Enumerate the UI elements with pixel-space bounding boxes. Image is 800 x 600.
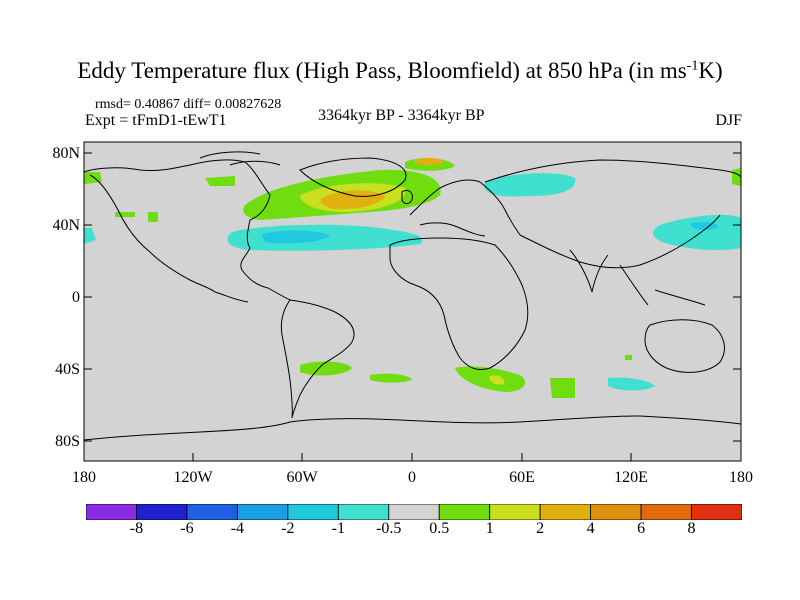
- lon-label-120e: 120E: [614, 469, 648, 486]
- colorbar-swatch: [136, 504, 188, 520]
- patch-south-pac-2: [370, 373, 412, 383]
- coast-australia: [644, 319, 725, 373]
- lon-label-180w: 180: [72, 469, 96, 486]
- colorbar-label: 4: [586, 520, 595, 537]
- colorbar: [86, 504, 742, 520]
- coast-europe: [409, 179, 521, 237]
- patch-pacific-neg: [653, 214, 741, 251]
- coastlines: [83, 151, 742, 441]
- lat-label-40s: 40S: [55, 361, 80, 378]
- lat-axis: [84, 152, 741, 442]
- colorbar-swatch: [489, 504, 541, 520]
- colorbar-label: 1: [485, 520, 494, 537]
- patch-natl-neg-core: [262, 230, 330, 244]
- lon-label-0: 0: [408, 469, 416, 486]
- colorbar-swatch: [640, 504, 692, 520]
- patch-small-3: [205, 176, 235, 186]
- colorbar-label: -6: [180, 520, 194, 537]
- coast-india: [569, 249, 609, 293]
- colorbar-swatch: [691, 504, 742, 520]
- lat-label-80s: 80S: [55, 433, 80, 450]
- patch-east-asia: [732, 168, 741, 186]
- lat-label-0: 0: [72, 289, 80, 306]
- patch-south-atl-core: [489, 375, 505, 385]
- colorbar-label: -8: [129, 520, 144, 537]
- experiment-label: Expt = tFmD1-tEwT1: [85, 112, 227, 129]
- coast-north-america: [83, 159, 291, 303]
- patch-west-pac: [84, 228, 96, 244]
- period-label: 3364kyr BP - 3364kyr BP: [318, 107, 485, 124]
- colorbar-swatch: [86, 504, 137, 520]
- colorbar-label: -0.5: [376, 520, 402, 537]
- colorbar-label: 6: [637, 520, 646, 537]
- lat-label-40n: 40N: [52, 217, 80, 234]
- chart-title: Eddy Temperature flux (High Pass, Bloomf…: [77, 58, 723, 83]
- colorbar-label: -2: [281, 520, 295, 537]
- colorbar-swatch: [388, 504, 440, 520]
- patch-small-2: [115, 212, 135, 217]
- patch-south-ind-neg: [608, 377, 655, 391]
- colorbar-label: 8: [687, 520, 696, 537]
- patch-europe-neg: [484, 173, 576, 197]
- lon-label-60w: 60W: [286, 469, 318, 486]
- colorbar-swatch: [539, 504, 592, 520]
- colorbar-label: 2: [536, 520, 545, 537]
- colorbar-swatch: [438, 504, 491, 520]
- coast-africa: [389, 237, 529, 371]
- coast-south-america: [280, 299, 355, 419]
- anomaly-patches: [84, 157, 741, 398]
- colorbar-label: 0.5: [429, 520, 450, 537]
- colorbar-swatch: [236, 504, 289, 520]
- patch-south-ind: [550, 378, 575, 398]
- colorbar-swatch: [186, 504, 238, 520]
- colorbar-swatch: [590, 504, 642, 520]
- patch-greenland-core: [415, 157, 444, 166]
- coast-antarctica: [83, 415, 742, 441]
- lon-axis: [83, 453, 742, 461]
- lon-label-60e: 60E: [509, 469, 535, 486]
- patch-natl-core: [320, 190, 385, 210]
- colorbar-label: -1: [331, 520, 345, 537]
- colorbar-swatch: [287, 504, 339, 520]
- season-label: DJF: [715, 112, 742, 129]
- coast-uk: [401, 189, 413, 205]
- colorbar-label: -4: [230, 520, 245, 537]
- colorbar-swatch: [337, 504, 390, 520]
- patch-small-4: [625, 355, 632, 360]
- patch-small-1: [148, 212, 158, 222]
- patch-south-pac-1: [300, 361, 352, 376]
- coast-greenland: [299, 157, 407, 197]
- coast-se-asia: [619, 264, 706, 306]
- rmsd-diff-label: rmsd= 0.40867 diff= 0.00827628: [95, 97, 282, 112]
- lon-label-120w: 120W: [173, 469, 213, 486]
- lat-label-80n: 80N: [52, 145, 80, 162]
- coast-canada-arctic: [199, 151, 281, 166]
- coast-asia: [484, 159, 742, 269]
- lon-label-180e: 180: [729, 469, 753, 486]
